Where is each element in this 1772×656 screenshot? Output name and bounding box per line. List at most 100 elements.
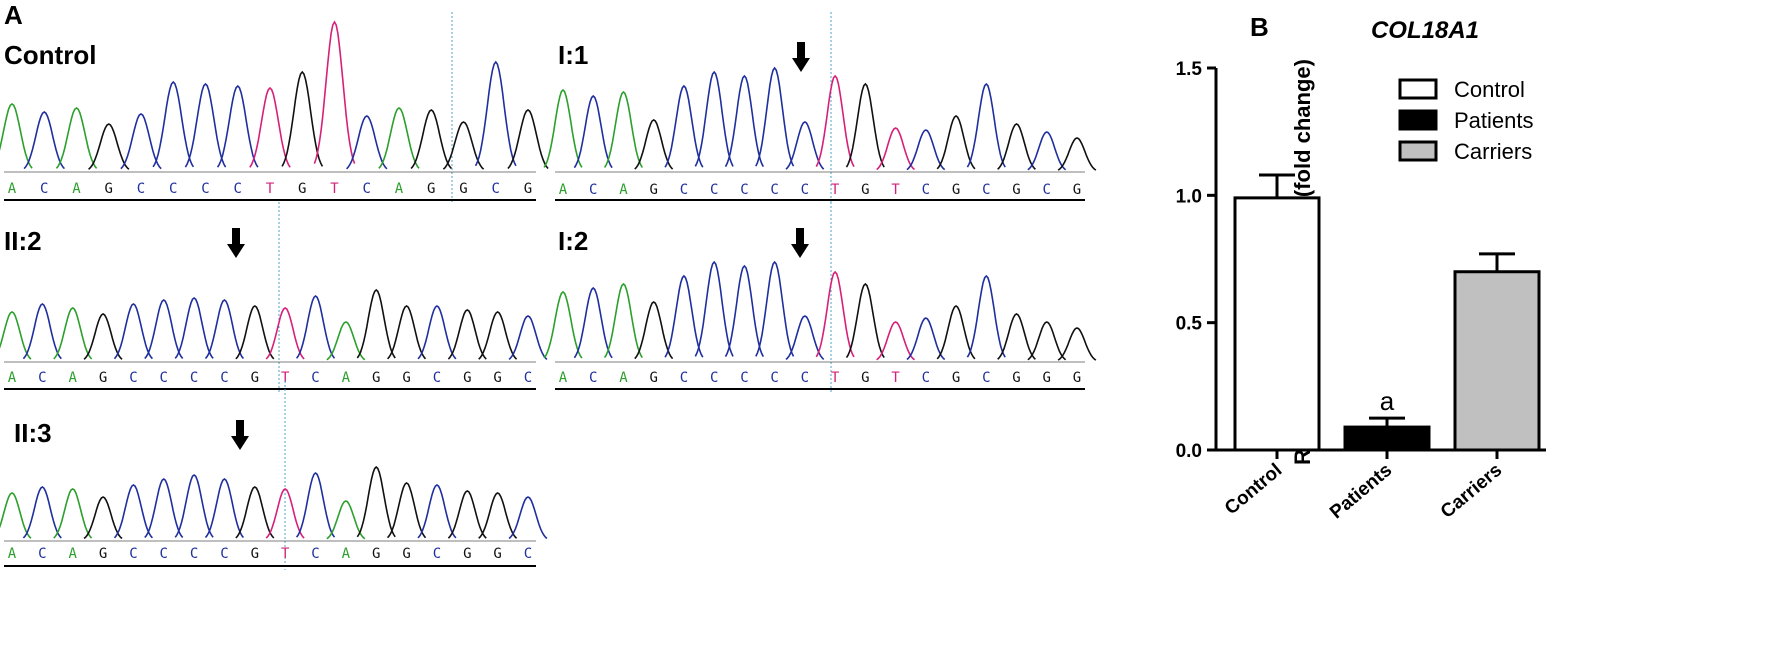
peak <box>83 496 123 540</box>
base-call: C <box>770 182 778 198</box>
base-call: A <box>559 182 568 198</box>
peak <box>997 313 1036 360</box>
peak <box>356 465 396 538</box>
base-call: C <box>770 370 778 386</box>
peak <box>417 484 457 539</box>
peak <box>724 74 765 167</box>
base-call: A <box>8 181 17 197</box>
base-call: C <box>190 546 198 562</box>
base-call: C <box>129 546 137 562</box>
base-call: C <box>160 370 168 386</box>
base-call: G <box>1012 182 1020 198</box>
peak <box>386 305 427 360</box>
peak <box>442 121 485 170</box>
peak <box>508 496 548 540</box>
base-call: G <box>1073 182 1081 198</box>
base-call: C <box>740 370 748 386</box>
peak <box>144 298 184 359</box>
peak <box>152 80 195 168</box>
bar-carriers <box>1453 270 1541 452</box>
chromatogram-5: II:3 A C A G C C C C G T C A G G C G G C <box>0 381 548 570</box>
peak <box>474 60 517 167</box>
base-call: T <box>891 182 900 198</box>
peak <box>204 298 245 359</box>
base-call: G <box>524 181 532 197</box>
base-call: C <box>201 181 209 197</box>
x-tick-label: Carriers <box>1437 460 1506 523</box>
base-call: C <box>524 546 532 562</box>
peak <box>1057 327 1097 361</box>
base-call: C <box>922 182 930 198</box>
peak <box>83 313 123 360</box>
peak <box>326 321 366 361</box>
panel-a: A Control A C A G C C C C T G T C A G G C G I:1 A C A G C C C C C T G… <box>0 0 1097 570</box>
panel-b-letter: B <box>1250 12 1269 42</box>
peak <box>966 274 1006 358</box>
base-call: T <box>266 181 275 197</box>
peak <box>356 288 396 359</box>
y-tick-label: 1.5 <box>1176 59 1203 80</box>
base-call: C <box>740 182 748 198</box>
peak <box>313 20 356 164</box>
peak <box>265 488 305 539</box>
peak <box>845 282 885 359</box>
peak <box>204 477 245 538</box>
base-call: A <box>68 546 77 562</box>
base-call: C <box>137 181 145 197</box>
peak <box>1027 321 1067 361</box>
mutation-arrow-icon <box>792 42 810 72</box>
chart-title: COL18A1 <box>1371 17 1479 44</box>
base-call: A <box>619 370 628 386</box>
peak <box>936 115 976 170</box>
panel-b: B COL18A1 Relative expression level (fol… <box>1176 12 1546 523</box>
base-call: G <box>427 181 435 197</box>
peak <box>664 84 704 168</box>
mutation-arrow-icon <box>231 420 249 450</box>
base-call: C <box>38 546 46 562</box>
peak <box>694 260 734 357</box>
base-call: G <box>463 546 471 562</box>
peak <box>815 270 855 358</box>
peak <box>295 471 336 538</box>
peak <box>53 488 93 539</box>
base-call: G <box>952 182 960 198</box>
base-call: A <box>68 370 77 386</box>
peak <box>508 315 548 360</box>
peak <box>216 84 259 168</box>
legend-label: Carriers <box>1454 139 1532 164</box>
base-call: G <box>99 546 107 562</box>
peak <box>295 294 336 359</box>
peak <box>785 315 825 360</box>
mutation-arrow-icon <box>227 228 245 258</box>
base-call: C <box>922 370 930 386</box>
peak <box>845 82 885 168</box>
peak <box>0 102 33 169</box>
peak <box>997 123 1036 170</box>
base-call: A <box>72 181 81 197</box>
chromatogram-1: Control A C A G C C C C T G T C A G G C G <box>0 12 549 204</box>
base-call: G <box>459 181 467 197</box>
peak <box>603 90 643 168</box>
base-call: C <box>169 181 177 197</box>
base-call: G <box>251 546 259 562</box>
trace-label: Control <box>4 40 96 70</box>
base-call: C <box>40 181 48 197</box>
peak <box>174 473 214 538</box>
peak <box>265 307 305 360</box>
base-call: T <box>330 181 339 197</box>
peak <box>417 305 457 360</box>
base-call: G <box>372 370 380 386</box>
base-call: C <box>363 181 371 197</box>
peak <box>249 86 291 168</box>
base-call: C <box>433 370 441 386</box>
base-call: A <box>342 370 351 386</box>
peak <box>174 296 214 359</box>
peak <box>55 106 98 169</box>
base-call: C <box>190 370 198 386</box>
peak <box>573 94 613 169</box>
bar-control <box>1233 196 1321 452</box>
base-call: G <box>1043 370 1051 386</box>
peak <box>1057 137 1097 171</box>
chromatogram-2: I:1 A C A G C C C C C T G T C G C G C G <box>543 12 1097 204</box>
